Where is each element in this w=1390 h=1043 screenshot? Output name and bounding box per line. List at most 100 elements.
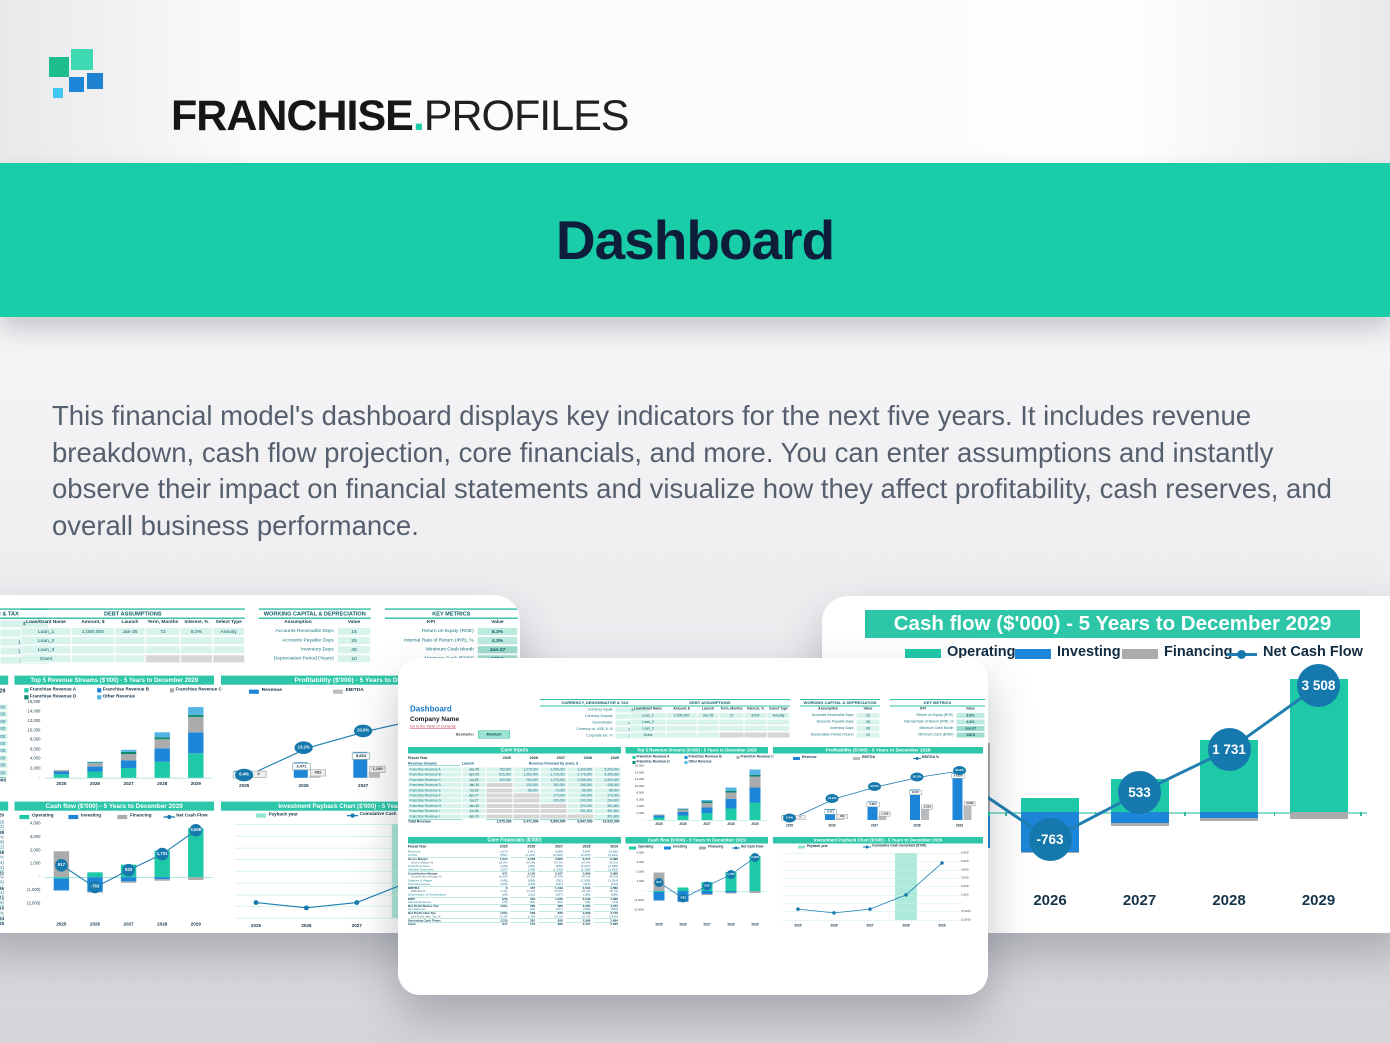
brand-name: FRANCHISE.PROFILES [171,92,630,141]
fiscal-label: Fiscal Year [408,755,428,761]
bar-segment [53,770,70,772]
cell: Annuity [212,627,245,636]
legend-label: Cumulative Cash Generated ($'000) [359,811,436,817]
x-label: 2025 [655,923,663,927]
scenario-select[interactable]: Medium [478,730,510,739]
fin-value: 6 [483,886,508,890]
bar-segment [701,891,713,894]
chart-line [796,861,944,915]
value-cell: 88,000 [0,732,9,740]
bar-segment [725,872,737,891]
logo-square-icon [71,49,93,70]
legend-label: Investing [673,845,688,849]
ebitda-bar [921,808,929,820]
bar-segment [154,748,170,762]
fin-value: 3,694 [593,918,618,922]
screenshot-card-middle: Dashboard Company Name Go to the Table of … [398,658,988,995]
cell: 8.0% [180,627,213,636]
cell [767,725,790,732]
value-cell: 72,000 [540,787,567,793]
fin-row-label: Net Profit After Tax [408,911,483,915]
fin-value: 1,199 [538,886,563,890]
legend-label: Franchise Revenue B [688,755,722,759]
fin-value: 37.0% [554,875,563,879]
cell [666,725,697,732]
col-header: Value [347,619,361,625]
bar-segment [653,814,665,816]
col-header: KPI [427,619,435,625]
dashboard-screenshot-full: Dashboard Company Name Go to the Table of … [398,658,988,995]
row-label: Internal Rate of Return (IRR), % [403,637,474,643]
fin-value: 6.9% [528,914,536,919]
bar-segment [120,877,137,882]
value-cell: 5,250,000 [0,703,9,711]
fin-value: (320) [500,882,508,886]
fin-value: (64) [529,900,536,904]
ebitda-label: 452 [836,814,848,820]
fin-row-label: EBIT [408,896,483,901]
section-header: Cash flow ($'000) - 5 Years to December … [625,837,768,844]
fin-value: 3,805 [538,857,563,861]
revenue-label: 3,471 [824,809,837,815]
legend-swatch-icon [117,814,128,820]
bar-segment [154,737,170,739]
fin-value: (312) [527,864,536,868]
fin-value: (186) [0,880,4,886]
bar-segment [53,877,70,879]
x-label: 2029 [938,924,946,928]
logo-square-icon [49,57,69,77]
legend-label: Financing [708,845,724,849]
bar-segment [749,787,761,803]
revenue-bar [952,773,963,820]
x-label: 2026 [828,824,836,828]
fin-value: 238 [510,911,536,915]
x-label: 2027 [703,923,711,927]
y-tick: 2,000 [636,811,644,815]
col-header: Amount, $ [81,619,105,625]
toc-link[interactable]: Go to the Table of Contents [410,724,456,729]
fin-value: 30.7% [609,889,618,894]
value-cell: 4,350,000 [0,710,9,718]
row-label: Currency Outputs [585,714,613,719]
row-label: Minimum Cash Month [919,726,954,731]
y-tick: - [39,775,41,780]
legend-label: EBITDA [862,755,876,760]
x-label: 2028 [913,824,921,828]
section-header: Top 5 Revenue Streams ($'000) - 5 Years … [14,675,214,685]
bar-segment [653,892,665,901]
bar-segment [120,753,137,760]
legend-label: Operating [638,845,654,849]
bar-segment [154,877,170,880]
ebitda-label: 1,199 [369,766,386,774]
fin-value: (1,254) [0,860,4,866]
cell [180,645,213,654]
cell [719,732,744,738]
x-label: 2028 [157,922,168,927]
fin-value: 4,372 [0,895,4,901]
bar-segment [749,802,761,820]
fin-value: (24) [0,890,4,896]
legend-swatch-icon [853,757,860,760]
fin-value: 280 [510,904,536,908]
legend-dot-icon [167,814,172,820]
fin-value: 9,698 [0,829,4,835]
stream-label: Franchise Revenue D [408,782,462,788]
x-label: 2025 [56,781,67,787]
fin-value: (799) [527,868,536,872]
fin-value: (2,049) [552,853,563,858]
year-header: 2026 [529,755,538,761]
fin-value: (39) [584,900,591,904]
row-label: Minimum Cash Month [426,646,474,652]
cell: 10 [337,654,371,663]
fin-row-label: COGS [408,853,418,858]
brand-name-dot: . [412,92,425,140]
value-cell: 230,000 [513,782,540,788]
legend-label: Investing [81,812,101,818]
bar-segment [725,792,737,800]
brand-name-light: PROFILES [423,92,630,140]
fin-value: 2,986 [565,918,591,922]
stream-label: Franchise Revenue E [408,787,462,793]
page-title: Dashboard [555,209,835,271]
gridline [783,853,958,854]
value-cell: 351,800 [594,813,621,819]
